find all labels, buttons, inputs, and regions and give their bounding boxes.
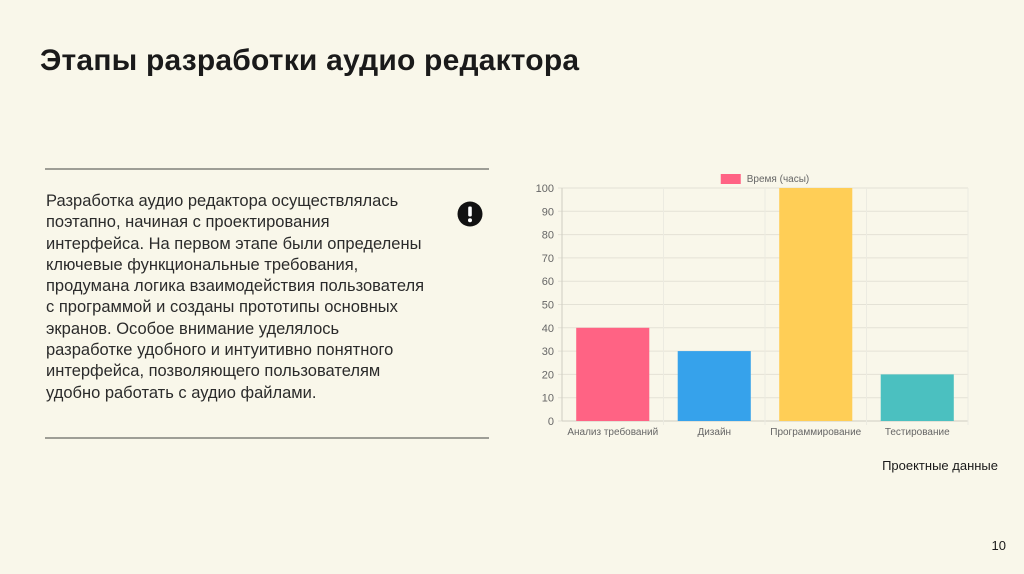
- legend-label: Время (часы): [747, 174, 809, 185]
- bar: [677, 351, 751, 421]
- y-tick-label: 10: [542, 393, 554, 405]
- legend-swatch: [720, 174, 741, 184]
- x-tick-label: Тестирование: [885, 427, 950, 438]
- y-tick-label: 60: [542, 276, 554, 288]
- x-tick-label: Дизайн: [697, 427, 731, 438]
- y-tick-label: 40: [542, 323, 554, 335]
- divider-bottom: [45, 437, 489, 439]
- y-tick-label: 70: [542, 253, 554, 265]
- bar: [576, 327, 650, 421]
- page-number: 10: [991, 538, 1006, 553]
- y-tick-label: 50: [542, 300, 554, 312]
- y-tick-label: 100: [536, 183, 554, 195]
- bar-chart: 0 10 20 30 40 50 60 70 80 90 100 Анализ требований Д…: [536, 174, 969, 438]
- x-tick-label: Программирование: [770, 427, 861, 438]
- y-tick-label: 0: [548, 416, 554, 428]
- bar: [880, 374, 954, 421]
- bar: [779, 188, 853, 421]
- divider-top: [45, 168, 489, 170]
- exclamation-circle-icon: [457, 201, 483, 227]
- y-tick-label: 90: [542, 206, 554, 218]
- y-tick-label: 80: [542, 230, 554, 242]
- slide-title: Этапы разработки аудио редактора: [40, 44, 580, 77]
- description-text: Разработка аудио редактора осуществлялас…: [46, 192, 425, 402]
- y-tick-label: 30: [542, 346, 554, 358]
- y-tick-label: 20: [542, 369, 554, 381]
- x-tick-label: Анализ требований: [567, 426, 658, 438]
- chart-caption: Проектные данные: [882, 458, 998, 473]
